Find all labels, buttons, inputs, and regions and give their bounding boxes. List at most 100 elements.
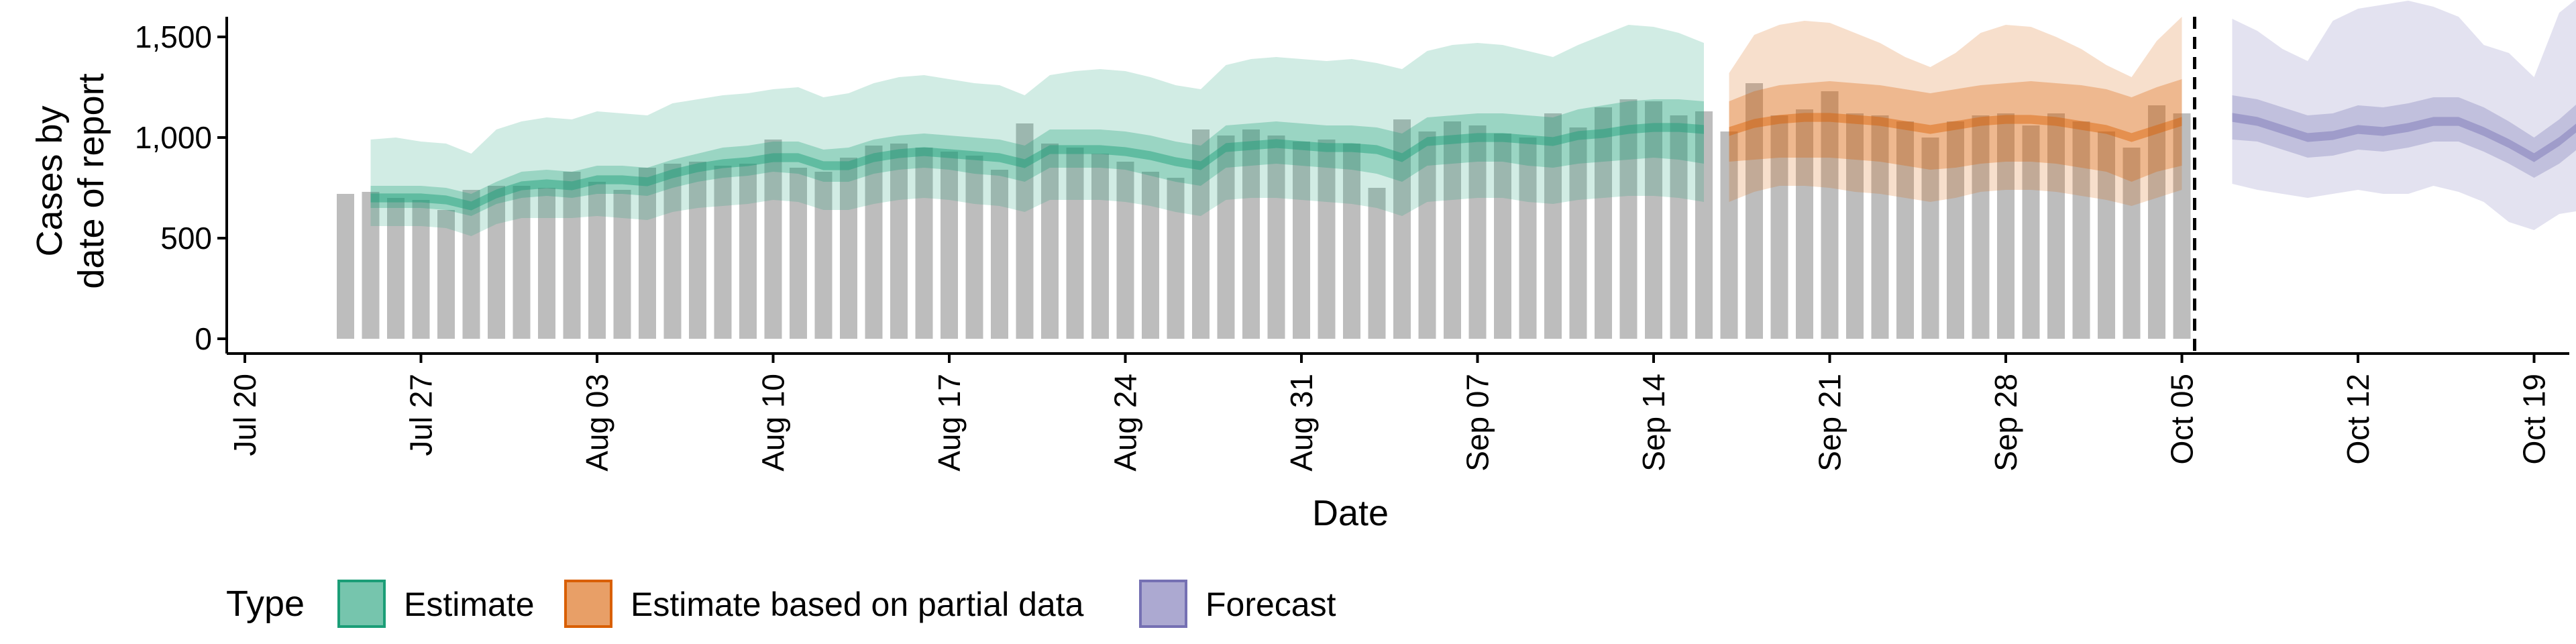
legend-key-partial	[564, 580, 612, 628]
x-tick-label: Aug 17	[932, 374, 967, 472]
bar	[1267, 136, 1285, 339]
bar	[1318, 140, 1336, 339]
bar	[1444, 121, 1461, 339]
legend-label-partial: Estimate based on partial data	[631, 586, 1084, 623]
legend-key-forecast	[1139, 580, 1187, 628]
estimate-ci50-band	[370, 99, 1704, 216]
forecast-median-band	[2232, 113, 2576, 162]
bar	[739, 164, 757, 339]
bar	[991, 170, 1008, 339]
bar	[412, 200, 430, 339]
x-tick-label: Jul 27	[404, 374, 439, 456]
bar	[1519, 138, 1537, 339]
bar	[488, 186, 505, 339]
bar	[1595, 107, 1612, 339]
partial-ci90-band	[1729, 17, 2182, 206]
bar	[613, 190, 631, 339]
bar	[563, 172, 581, 339]
x-tick-label: Oct 19	[2517, 374, 2552, 465]
forecast-ci50-band	[2232, 95, 2576, 178]
bar	[1645, 101, 1662, 339]
bar	[1242, 129, 1260, 339]
y-tick-label: 0	[195, 321, 212, 356]
y-axis-title-line-1: Cases by	[30, 105, 70, 256]
bar	[814, 172, 833, 339]
bar	[387, 198, 405, 339]
bar	[1016, 123, 1034, 339]
bar	[1116, 162, 1134, 339]
partial-ci50-band	[1729, 79, 2182, 182]
x-tick-label: Oct 12	[2341, 374, 2375, 465]
x-tick-label: Sep 21	[1813, 374, 1847, 472]
bar	[663, 164, 682, 339]
bar	[1293, 142, 1310, 339]
legend-label-estimate: Estimate	[404, 586, 535, 623]
legend-title: Type	[226, 584, 305, 624]
bar	[538, 188, 555, 339]
bar	[1343, 144, 1360, 339]
bar	[1670, 115, 1688, 339]
x-tick-label: Aug 24	[1108, 374, 1143, 472]
bar	[2123, 148, 2141, 339]
bar	[764, 140, 782, 339]
bar	[1695, 111, 1713, 339]
bar	[840, 158, 857, 339]
x-axis: Jul 20 Jul 27 Aug 03 Aug 10 Aug 17 Aug 24 Aug …	[227, 354, 2552, 472]
bar	[890, 144, 908, 339]
bar	[714, 166, 732, 339]
x-tick-label: Sep 07	[1460, 374, 1495, 472]
bar	[1468, 125, 1487, 339]
legend-key-estimate	[337, 580, 386, 628]
bar	[588, 182, 606, 339]
y-axis: 0 500 1,000 1,500	[135, 19, 227, 356]
bar	[790, 168, 807, 339]
bar	[915, 148, 933, 339]
bar	[1972, 115, 1990, 339]
bar	[639, 168, 656, 339]
bar	[362, 192, 380, 339]
bar	[2047, 113, 2065, 339]
bar	[1142, 172, 1159, 339]
bar	[1619, 99, 1638, 339]
forecast-ci90-band	[2232, 0, 2576, 230]
x-tick-label: Aug 31	[1284, 374, 1319, 472]
legend-label-forecast: Forecast	[1205, 586, 1336, 623]
y-tick-label: 1,500	[135, 19, 212, 54]
bar	[1167, 178, 1185, 339]
bar	[2173, 113, 2191, 339]
bar	[1770, 115, 1788, 339]
bar	[1997, 113, 2015, 339]
x-tick-label: Sep 28	[1988, 374, 2023, 472]
x-tick-label: Oct 05	[2165, 374, 2200, 465]
estimate-median-band	[370, 123, 1704, 211]
legend: Type Estimate Estimate based on partial d…	[226, 580, 1336, 628]
y-tick-label: 1,000	[135, 120, 212, 155]
bar	[1947, 121, 1964, 339]
x-tick-label: Jul 20	[227, 374, 262, 456]
bar	[462, 190, 480, 339]
bar	[865, 146, 883, 339]
bar	[437, 210, 455, 339]
bar	[1921, 138, 1939, 339]
y-axis-title-line-2: date of report	[71, 73, 111, 288]
x-tick-label: Aug 10	[756, 374, 791, 472]
bar	[1720, 131, 1738, 339]
bar	[1544, 113, 1562, 339]
bar	[1494, 133, 1511, 339]
bar	[1796, 109, 1813, 339]
bar	[1041, 144, 1059, 339]
estimate-ci90-band	[370, 25, 1704, 236]
y-axis-title: Cases by date of report	[30, 73, 111, 288]
bar	[965, 156, 983, 339]
bar	[513, 186, 531, 339]
x-tick-label: Sep 14	[1636, 374, 1671, 472]
bar	[2022, 125, 2040, 339]
bar	[941, 152, 958, 339]
bar	[1821, 91, 1839, 339]
bar	[1368, 188, 1386, 339]
bar	[1066, 148, 1084, 339]
bar	[1746, 83, 1763, 339]
partial-median-band	[1729, 113, 2182, 142]
bar	[337, 194, 354, 339]
